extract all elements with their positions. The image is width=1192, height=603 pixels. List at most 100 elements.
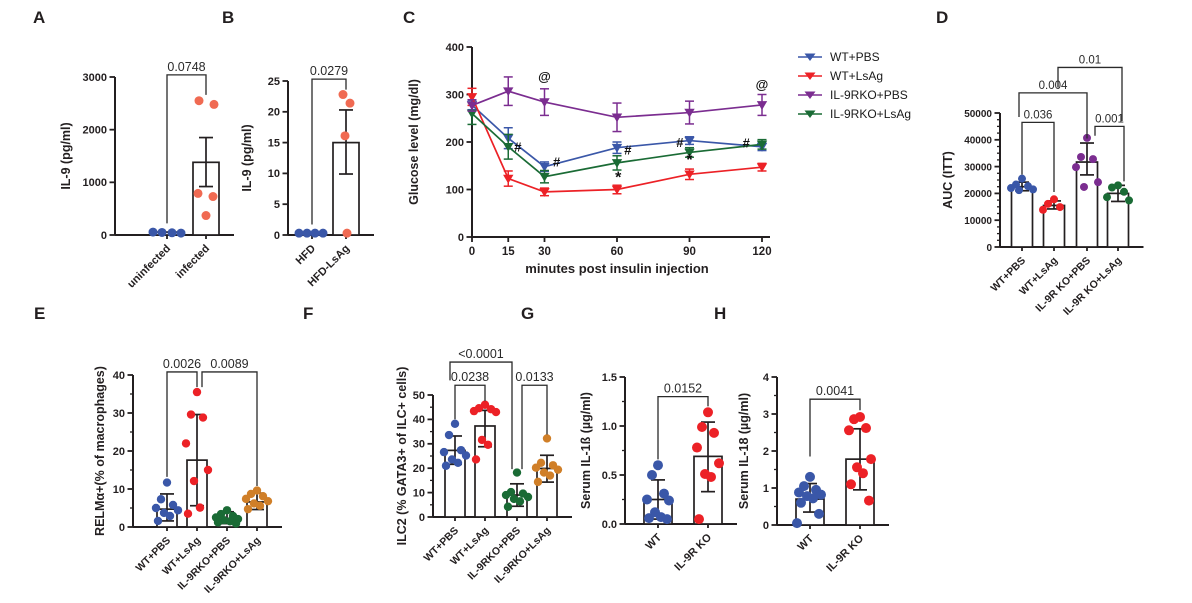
- svg-text:15: 15: [502, 246, 515, 258]
- svg-text:30: 30: [538, 246, 551, 258]
- svg-text:Serum IL-1ß (µg/ml): Serum IL-1ß (µg/ml): [579, 392, 593, 509]
- legend-label: IL-9RKO+PBS: [830, 88, 908, 102]
- svg-text:1.5: 1.5: [602, 372, 617, 384]
- svg-text:0.036: 0.036: [1024, 109, 1053, 121]
- svg-text:400: 400: [446, 42, 464, 54]
- panel-letter-d: D: [936, 8, 949, 27]
- svg-text:0.0748: 0.0748: [167, 60, 205, 74]
- svg-text:60: 60: [611, 246, 624, 258]
- svg-text:100: 100: [446, 184, 464, 196]
- svg-text:300: 300: [446, 89, 464, 101]
- svg-text:#: #: [553, 155, 561, 170]
- svg-text:0.0133: 0.0133: [515, 370, 553, 384]
- svg-text:*: *: [615, 169, 622, 186]
- legend-label: WT+LsAg: [830, 69, 884, 83]
- svg-text:2000: 2000: [83, 124, 107, 136]
- svg-text:30: 30: [113, 408, 125, 420]
- svg-text:0: 0: [763, 520, 769, 532]
- panel-f-ilc2-chart: 0 10 20 30 40 50 ILC2 (% GATA3+ of ILC+ cells)…: [395, 347, 572, 586]
- panel-letter-e: E: [34, 304, 46, 323]
- svg-text:10000: 10000: [964, 216, 992, 227]
- svg-text:#: #: [676, 135, 684, 150]
- svg-text:Glucose level (mg/dl): Glucose level (mg/dl): [407, 79, 421, 205]
- svg-text:minutes post insulin injection: minutes post insulin injection: [525, 261, 709, 276]
- svg-text:0: 0: [458, 232, 464, 244]
- svg-text:IL-9R KO+LsAg: IL-9R KO+LsAg: [1061, 255, 1124, 318]
- svg-text:0: 0: [101, 230, 107, 242]
- svg-text:*: *: [686, 152, 693, 169]
- svg-text:IL-9 (pg/ml): IL-9 (pg/ml): [59, 122, 73, 189]
- panel-letter-b: B: [222, 8, 235, 27]
- svg-text:0.0041: 0.0041: [816, 384, 854, 398]
- svg-text:IL-9RKO+LsAg: IL-9RKO+LsAg: [202, 535, 263, 596]
- svg-text:WT: WT: [644, 531, 665, 552]
- svg-text:#: #: [514, 140, 522, 155]
- svg-text:IL-9 (pg/ml): IL-9 (pg/ml): [240, 124, 254, 191]
- legend-item-il9rko-lsag: IL-9RKO+LsAg: [797, 107, 911, 121]
- svg-text:HFD: HFD: [294, 243, 319, 268]
- svg-text:20: 20: [413, 463, 425, 475]
- svg-text:120: 120: [752, 246, 771, 258]
- svg-text:ILC2 (% GATA3+ of ILC+ cells): ILC2 (% GATA3+ of ILC+ cells): [395, 367, 409, 546]
- svg-text:1: 1: [763, 483, 769, 495]
- svg-text:3: 3: [763, 409, 769, 421]
- svg-text:2: 2: [763, 446, 769, 458]
- svg-text:5: 5: [274, 199, 280, 211]
- svg-text:IL-9R KO: IL-9R KO: [672, 531, 714, 573]
- svg-text:0.0: 0.0: [602, 519, 617, 531]
- svg-text:WT: WT: [796, 532, 817, 553]
- svg-text:1.0: 1.0: [602, 421, 617, 433]
- panel-c-glucose-line-chart: 0 100 200 300 400 Glucose level (mg/dl) 0 15 30 6…: [407, 42, 772, 276]
- svg-text:4: 4: [763, 372, 770, 384]
- svg-text:0.01: 0.01: [1079, 54, 1101, 66]
- legend-marker-triangle-icon: [798, 91, 822, 99]
- svg-text:10: 10: [113, 484, 125, 496]
- svg-text:10: 10: [268, 168, 280, 180]
- panel-letter-a: A: [33, 8, 46, 27]
- panel-letter-c: C: [403, 8, 416, 27]
- panel-c-legend: WT+PBS WT+LsAg IL-9RKO+PBS IL-9RKO+LsAg: [797, 50, 911, 121]
- svg-text:20: 20: [113, 446, 125, 458]
- svg-text:200: 200: [446, 137, 464, 149]
- svg-text:0.004: 0.004: [1039, 80, 1068, 92]
- svg-text:IL-9RKO+LsAg: IL-9RKO+LsAg: [492, 525, 553, 586]
- svg-text:<0.0001: <0.0001: [458, 347, 504, 361]
- legend-label: WT+PBS: [830, 50, 880, 64]
- svg-text:90: 90: [683, 246, 696, 258]
- svg-text:@: @: [538, 69, 551, 84]
- panel-h-serum-il18-chart: 0 1 2 3 4 Serum IL-18 (µg/ml) WT IL-9R KO 0.0041: [737, 372, 889, 574]
- svg-text:10: 10: [413, 487, 425, 499]
- svg-text:#: #: [743, 136, 751, 151]
- svg-text:40000: 40000: [964, 136, 992, 147]
- svg-text:0.5: 0.5: [602, 470, 617, 482]
- legend-item-il9rko-pbs: IL-9RKO+PBS: [797, 88, 911, 102]
- legend-marker-triangle-icon: [798, 53, 822, 61]
- svg-text:uninfected: uninfected: [125, 243, 173, 291]
- svg-text:0.0026: 0.0026: [163, 357, 201, 371]
- svg-text:40: 40: [413, 414, 425, 426]
- svg-text:3000: 3000: [83, 72, 107, 84]
- svg-text:15: 15: [268, 137, 280, 149]
- svg-text:infected: infected: [174, 243, 212, 281]
- svg-text:0: 0: [469, 246, 475, 258]
- panel-g-serum-il1b-chart: 0.0 0.5 1.0 1.5 Serum IL-1ß (µg/ml) WT IL-9R K…: [579, 372, 737, 573]
- panel-letter-f: F: [303, 304, 314, 323]
- svg-text:0: 0: [274, 230, 280, 242]
- svg-text:50: 50: [413, 390, 425, 402]
- svg-text:AUC (ITT): AUC (ITT): [941, 151, 955, 209]
- svg-text:@: @: [756, 77, 769, 92]
- svg-text:20000: 20000: [964, 189, 992, 200]
- svg-text:0.0089: 0.0089: [210, 357, 248, 371]
- legend-marker-triangle-icon: [798, 110, 822, 118]
- svg-text:0.0152: 0.0152: [664, 382, 702, 396]
- svg-text:30000: 30000: [964, 162, 992, 173]
- svg-text:0.0238: 0.0238: [451, 370, 489, 384]
- svg-text:50000: 50000: [964, 109, 992, 120]
- svg-text:1000: 1000: [83, 177, 107, 189]
- legend-marker-triangle-icon: [798, 72, 822, 80]
- svg-text:0.0279: 0.0279: [310, 64, 348, 78]
